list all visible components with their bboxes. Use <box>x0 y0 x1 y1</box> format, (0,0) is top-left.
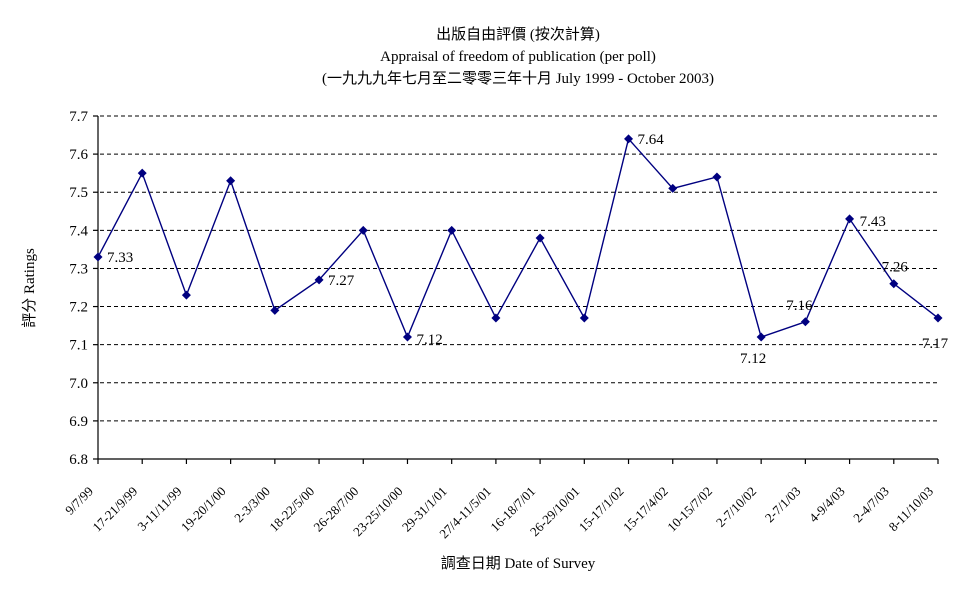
y-tick-label: 7.6 <box>69 147 88 163</box>
chart-title-zh: 出版自由評價 (按次計算) <box>436 27 600 43</box>
y-tick-label: 6.9 <box>69 414 88 430</box>
data-point-marker <box>800 317 810 327</box>
data-point-marker <box>93 252 103 262</box>
x-tick-label: 15-17/4/02 <box>620 484 671 535</box>
data-point-label: 7.43 <box>860 214 886 230</box>
data-point-marker <box>756 332 766 342</box>
y-tick-label: 7.3 <box>69 261 88 277</box>
x-tick-label: 3-11/11/99 <box>134 484 184 534</box>
chart-title-period: (一九九九年七月至二零零三年十月 July 1999 - October 200… <box>321 71 715 87</box>
chart-title-en: Appraisal of freedom of publication (per… <box>380 49 656 65</box>
x-tick-label: 18-22/5/00 <box>266 484 317 535</box>
y-tick-label: 7.7 <box>69 109 88 125</box>
data-point-marker <box>181 290 191 300</box>
x-tick-label: 4-9/4/03 <box>806 484 848 526</box>
x-tick-label: 15-17/1/02 <box>576 484 627 535</box>
data-point-marker <box>845 214 855 224</box>
x-axis-title: 調查日期 Date of Survey <box>440 556 596 572</box>
y-tick-label: 7.2 <box>69 300 88 316</box>
data-point-marker <box>402 332 412 342</box>
x-tick-label: 2-7/1/03 <box>762 484 804 526</box>
data-point-marker <box>933 313 943 323</box>
y-tick-label: 7.1 <box>69 338 88 354</box>
data-point-marker <box>579 313 589 323</box>
y-tick-label: 7.5 <box>69 185 88 201</box>
x-tick-label: 19-20/1/00 <box>178 484 229 535</box>
data-point-marker <box>447 225 457 235</box>
x-tick-label: 2-3/3/00 <box>231 484 273 526</box>
data-point-label: 7.33 <box>107 250 133 266</box>
data-point-marker <box>270 305 280 315</box>
data-point-label: 7.16 <box>786 298 813 314</box>
data-point-marker <box>535 233 545 243</box>
data-point-label: 7.26 <box>882 260 909 276</box>
data-point-marker <box>491 313 501 323</box>
data-point-marker <box>624 134 634 144</box>
x-tick-label: 2-4/7/03 <box>850 484 892 526</box>
series-line <box>97 137 939 339</box>
data-point-label: 7.12 <box>740 351 766 367</box>
data-point-marker <box>889 279 899 289</box>
data-point-label: 7.12 <box>416 332 442 348</box>
x-tick-label: 8-11/10/03 <box>886 484 937 535</box>
y-tick-label: 7.4 <box>69 223 88 239</box>
data-point-marker <box>712 172 722 182</box>
data-point-label: 7.17 <box>922 336 949 352</box>
x-tick-label: 9/7/99 <box>62 484 96 518</box>
data-point-label: 7.64 <box>638 132 665 148</box>
x-tick-label: 2-7/10/02 <box>713 484 759 530</box>
y-tick-label: 6.8 <box>69 452 88 468</box>
y-tick-label: 7.0 <box>69 376 88 392</box>
data-point-marker <box>226 176 236 186</box>
data-point-marker <box>668 183 678 193</box>
x-tick-label: 10-15/7/02 <box>664 484 715 535</box>
data-point-marker <box>314 275 324 285</box>
data-point-marker <box>358 225 368 235</box>
data-point-marker <box>137 168 147 178</box>
x-tick-label: 17-21/9/99 <box>89 484 140 535</box>
chart-title-block: 出版自由評價 (按次計算) Appraisal of freedom of pu… <box>98 24 938 90</box>
data-point-label: 7.27 <box>328 273 355 289</box>
